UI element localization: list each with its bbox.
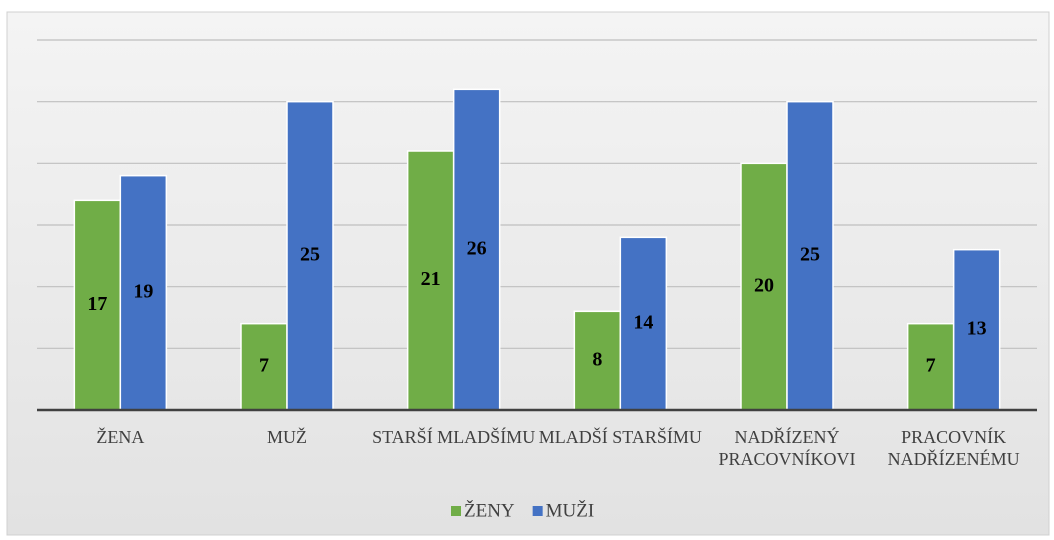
value-label: 7 xyxy=(926,354,936,376)
bar xyxy=(240,322,288,411)
bar xyxy=(906,322,955,411)
value-label: 21 xyxy=(421,268,441,290)
bar xyxy=(452,88,501,411)
bar xyxy=(406,150,455,411)
chart-background xyxy=(6,11,1050,536)
bar xyxy=(786,100,834,411)
value-label: 20 xyxy=(754,274,774,296)
x-tick-label: PRACOVNÍK NADŘÍZENÉMU xyxy=(887,427,1020,469)
bar xyxy=(952,248,1001,411)
x-tick-label: ŽENA xyxy=(96,427,145,447)
value-label: 17 xyxy=(87,293,107,315)
x-tick-label: STARŠÍ MLADŠÍMU xyxy=(372,427,536,447)
value-label: 13 xyxy=(967,317,987,339)
bar xyxy=(286,100,334,411)
x-tick-label: MUŽ xyxy=(267,427,307,447)
legend-swatch xyxy=(451,506,461,516)
value-label: 26 xyxy=(467,237,487,259)
value-label: 19 xyxy=(133,280,153,302)
x-tick-label: NADŘÍZENÝ PRACOVNÍKOVI xyxy=(718,427,856,469)
value-label: 7 xyxy=(259,354,269,376)
value-label: 8 xyxy=(592,348,602,370)
legend-label: MUŽI xyxy=(546,499,595,521)
x-tick-label: MLADŠÍ STARŠÍMU xyxy=(538,427,702,447)
legend-label: ŽENY xyxy=(464,499,515,521)
bar xyxy=(619,236,668,411)
value-label: 25 xyxy=(800,243,820,265)
legend-swatch xyxy=(532,506,543,516)
bar xyxy=(73,199,122,411)
value-label: 14 xyxy=(633,311,653,333)
value-label: 25 xyxy=(300,243,320,265)
